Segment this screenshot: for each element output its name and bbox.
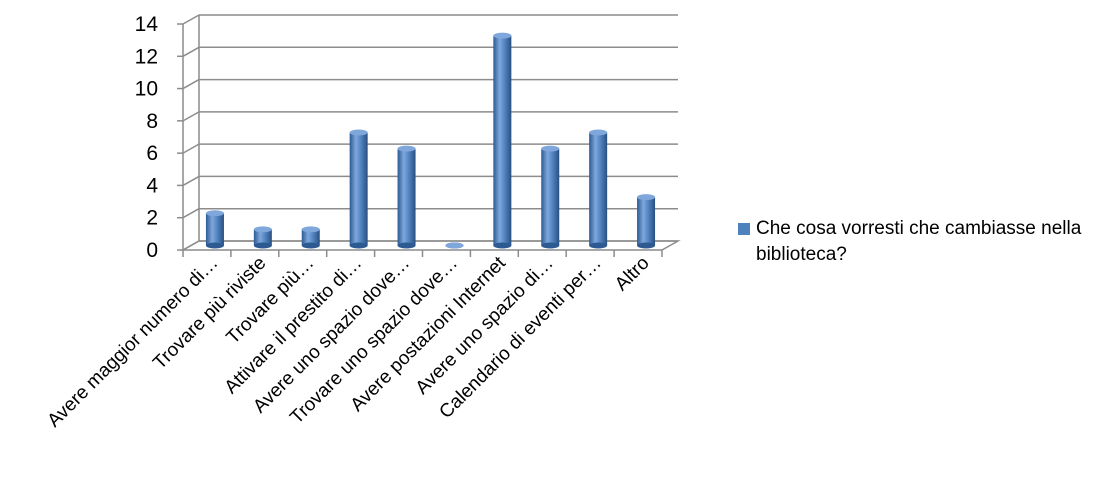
bar-base xyxy=(205,242,224,249)
wall-gridline xyxy=(182,111,200,122)
bar-body xyxy=(397,148,416,246)
bar-body xyxy=(253,229,272,246)
bar-base xyxy=(301,242,320,249)
y-tick-label: 14 xyxy=(135,13,159,36)
bar xyxy=(397,145,416,249)
wall-gridline xyxy=(182,175,200,187)
y-tick-label: 12 xyxy=(135,45,158,68)
y-tick-label: 6 xyxy=(146,142,158,165)
legend-swatch xyxy=(738,223,750,235)
legend: Che cosa vorresti che cambiasse nella bi… xyxy=(738,216,1110,268)
bar-body xyxy=(637,197,656,246)
bar-top xyxy=(397,145,416,152)
bar-top xyxy=(493,32,512,39)
y-tick-label: 8 xyxy=(146,110,158,133)
bar xyxy=(205,210,224,249)
bar-top xyxy=(349,129,368,136)
y-tick-label: 2 xyxy=(146,207,158,230)
bar xyxy=(541,145,560,249)
bar-base xyxy=(589,242,608,249)
bar-base xyxy=(541,242,560,249)
bar-base xyxy=(397,242,416,249)
bar-top xyxy=(589,129,608,136)
floor xyxy=(180,240,681,251)
wall-gridline xyxy=(182,208,200,219)
bar-base xyxy=(349,242,368,249)
bar-top xyxy=(301,226,320,233)
bar-body xyxy=(349,132,368,246)
bar-base xyxy=(253,242,272,249)
bar-base xyxy=(637,242,656,249)
legend-label: Che cosa vorresti che cambiasse nella bi… xyxy=(756,218,1082,265)
bar-top xyxy=(637,194,656,201)
bar-top xyxy=(253,226,272,233)
y-tick-label: 4 xyxy=(146,174,158,197)
bar xyxy=(253,226,272,249)
bar-body xyxy=(589,132,608,246)
wall-gridline xyxy=(182,78,200,90)
bar xyxy=(637,194,656,249)
bar-body xyxy=(205,213,224,246)
y-tick-label: 10 xyxy=(135,78,158,101)
bar-top xyxy=(541,145,560,152)
bar-base xyxy=(493,242,512,249)
bar xyxy=(589,129,608,249)
wall-gridline xyxy=(182,46,200,57)
bar xyxy=(349,129,368,249)
bar-body xyxy=(541,148,560,246)
bar xyxy=(445,242,464,249)
bar-body xyxy=(301,229,320,246)
bar-top xyxy=(445,242,464,249)
bar-body xyxy=(493,35,512,246)
wall-gridline xyxy=(182,14,200,25)
y-tick-label: 0 xyxy=(146,239,158,262)
wall-gridline xyxy=(182,143,200,154)
x-tick-label: Altro xyxy=(611,253,653,295)
bar xyxy=(493,32,512,249)
bar-top xyxy=(205,210,224,217)
bar xyxy=(301,226,320,249)
